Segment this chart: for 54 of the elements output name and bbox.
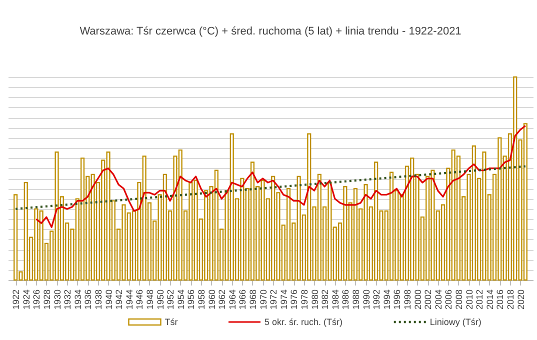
- x-tick-label: 2018: [505, 290, 516, 310]
- x-tick-label: 1982: [320, 290, 330, 310]
- x-tick-label: 1922: [11, 290, 22, 310]
- x-tick-label: 1946: [134, 290, 145, 310]
- x-tick-label: 1988: [350, 290, 361, 310]
- legend-label: Liniowy (Tśr): [430, 317, 482, 327]
- x-tick-label: 1940: [104, 290, 114, 310]
- x-tick-label: 1996: [392, 290, 402, 310]
- x-tick-label: 2004: [433, 290, 444, 310]
- x-tick-label: 1980: [310, 290, 320, 310]
- x-tick-label: 2000: [412, 290, 423, 310]
- x-tick-label: 1960: [206, 290, 217, 310]
- x-tick-label: 1984: [330, 290, 340, 310]
- x-tick-label: 1978: [299, 290, 310, 310]
- x-tick-label: 1934: [72, 290, 83, 310]
- x-tick-label: 1986: [340, 290, 351, 310]
- x-tick-label: 1928: [42, 290, 52, 310]
- x-tick-label: 2006: [444, 290, 454, 310]
- chart-title: Warszawa: Tśr czerwca (°C) + śred. ruchoma (5 lat) + linia trendu - 1922-2021: [80, 25, 462, 38]
- x-tick-label: 1956: [186, 290, 196, 310]
- x-tick-label: 1932: [62, 290, 73, 310]
- x-tick-label: 1998: [402, 290, 412, 310]
- x-tick-label: 1938: [93, 290, 104, 310]
- x-tick-label: 1942: [114, 290, 124, 310]
- x-tick-label: 1966: [238, 290, 248, 310]
- x-tick-label: 1974: [278, 290, 289, 310]
- legend-label: 5 okr. śr. ruch. (Tśr): [264, 317, 343, 327]
- x-tick-label: 1948: [144, 290, 155, 310]
- x-tick-label: 1970: [258, 290, 268, 310]
- x-tick-label: 2012: [474, 290, 485, 310]
- x-tick-label: 1930: [52, 290, 62, 310]
- x-tick-label: 1958: [196, 290, 206, 310]
- x-tick-label: 1952: [166, 290, 176, 310]
- x-tick-label: 2008: [454, 290, 464, 310]
- x-tick-label: 1992: [372, 290, 382, 310]
- x-tick-label: 1968: [248, 290, 258, 310]
- x-tick-label: 1954: [176, 290, 186, 310]
- x-tick-label: 1972: [268, 290, 279, 310]
- x-tick-label: 2014: [484, 290, 495, 310]
- x-tick-label: 1924: [21, 290, 32, 310]
- x-tick-label: 1936: [83, 290, 94, 310]
- x-tick-label: 1962: [217, 290, 228, 310]
- x-tick-label: 1990: [361, 290, 372, 310]
- x-tick-label: 2020: [516, 290, 526, 310]
- x-tick-label: 1944: [124, 290, 134, 310]
- x-tick-label: 2002: [423, 290, 434, 310]
- x-tick-label: 1950: [155, 290, 166, 310]
- x-tick-label: 1994: [382, 290, 392, 310]
- legend-label: Tśr: [164, 317, 178, 327]
- x-tick-label: 1926: [32, 290, 42, 310]
- x-tick-label: 2010: [464, 290, 474, 310]
- x-tick-label: 2016: [495, 290, 506, 310]
- x-tick-label: 1976: [289, 290, 300, 310]
- x-tick-label: 1964: [227, 290, 238, 310]
